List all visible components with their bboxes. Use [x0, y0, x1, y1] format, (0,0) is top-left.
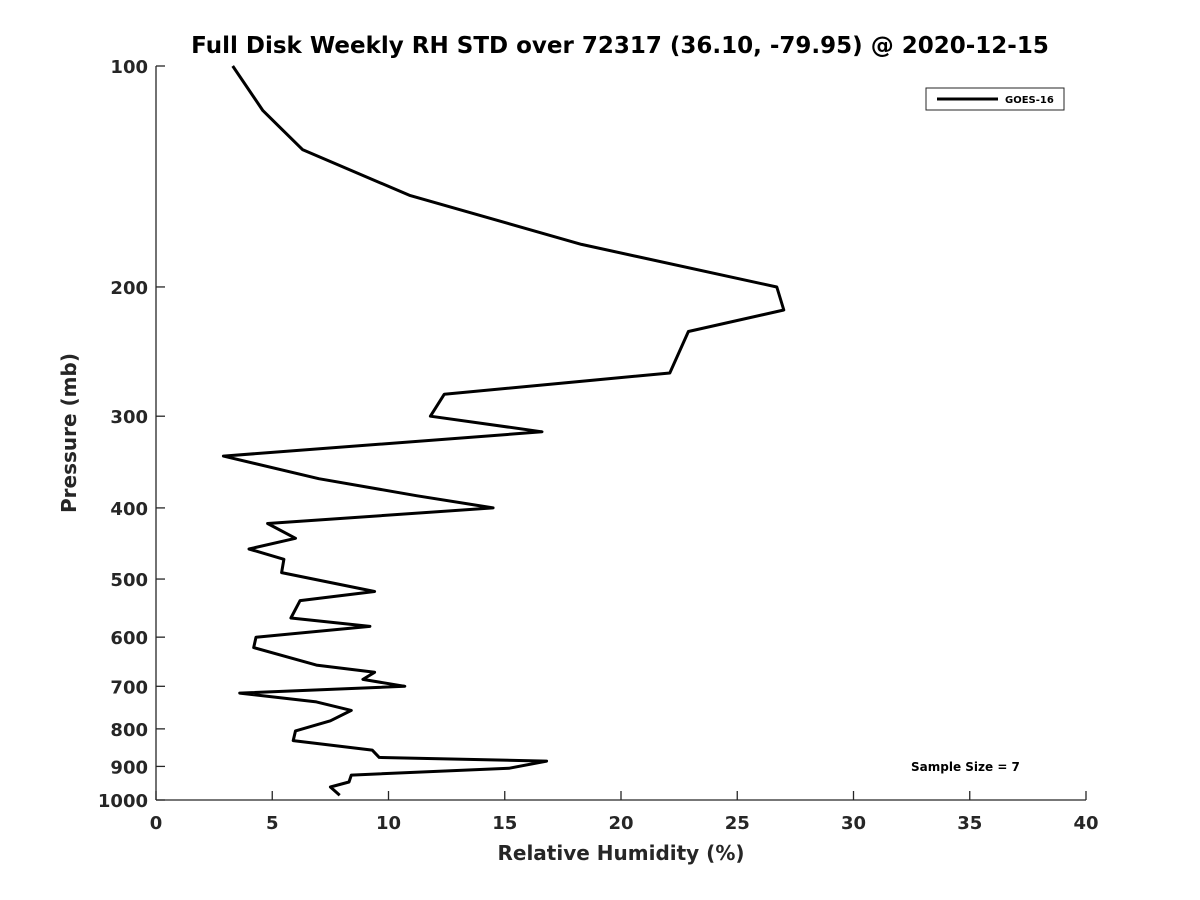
- chart-title: Full Disk Weekly RH STD over 72317 (36.1…: [191, 33, 1049, 59]
- y-tick-label: 600: [110, 628, 148, 649]
- y-tick-label: 900: [110, 757, 148, 778]
- y-tick-label: 200: [110, 278, 148, 299]
- x-tick-label: 20: [608, 813, 633, 834]
- x-tick-label: 15: [492, 813, 517, 834]
- x-tick-label: 40: [1073, 813, 1098, 834]
- y-tick-label: 800: [110, 720, 148, 741]
- legend: GOES-16: [925, 87, 1065, 111]
- sample-size-annotation: Sample Size = 7: [911, 760, 1020, 774]
- y-tick-label: 500: [110, 570, 148, 591]
- x-tick-label: 30: [841, 813, 866, 834]
- x-tick-label: 0: [150, 813, 163, 834]
- x-tick-label: 25: [725, 813, 750, 834]
- y-tick-label: 1000: [98, 791, 148, 812]
- legend-label: GOES-16: [1005, 95, 1054, 106]
- y-tick-label: 400: [110, 499, 148, 520]
- y-ticks: 100 200 300 400 500 600 700 800 900 1000: [98, 57, 165, 812]
- series-line-goes-16: [221, 65, 786, 797]
- y-axis-label: Pressure (mb): [57, 353, 81, 513]
- x-tick-label: 5: [266, 813, 279, 834]
- x-tick-label: 35: [957, 813, 982, 834]
- x-tick-label: 10: [376, 813, 401, 834]
- y-tick-label: 700: [110, 677, 148, 698]
- y-tick-label: 300: [110, 407, 148, 428]
- x-ticks: 0 5 10 15 20 25 30 35 40: [150, 791, 1099, 834]
- y-tick-label: 100: [110, 57, 148, 78]
- x-axis-label: Relative Humidity (%): [497, 841, 744, 865]
